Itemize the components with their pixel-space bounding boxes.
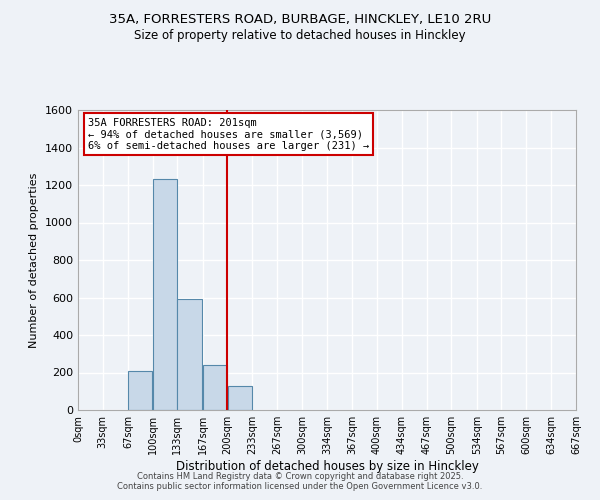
Bar <box>153 180 177 410</box>
Bar <box>203 365 227 410</box>
Bar <box>128 370 152 410</box>
Bar <box>178 300 202 410</box>
Text: Size of property relative to detached houses in Hinckley: Size of property relative to detached ho… <box>134 29 466 42</box>
Text: Contains public sector information licensed under the Open Government Licence v3: Contains public sector information licen… <box>118 482 482 491</box>
Y-axis label: Number of detached properties: Number of detached properties <box>29 172 40 348</box>
Text: 35A FORRESTERS ROAD: 201sqm
← 94% of detached houses are smaller (3,569)
6% of s: 35A FORRESTERS ROAD: 201sqm ← 94% of det… <box>88 118 369 150</box>
X-axis label: Distribution of detached houses by size in Hinckley: Distribution of detached houses by size … <box>176 460 478 473</box>
Bar <box>227 386 252 410</box>
Text: Contains HM Land Registry data © Crown copyright and database right 2025.: Contains HM Land Registry data © Crown c… <box>137 472 463 481</box>
Text: 35A, FORRESTERS ROAD, BURBAGE, HINCKLEY, LE10 2RU: 35A, FORRESTERS ROAD, BURBAGE, HINCKLEY,… <box>109 12 491 26</box>
